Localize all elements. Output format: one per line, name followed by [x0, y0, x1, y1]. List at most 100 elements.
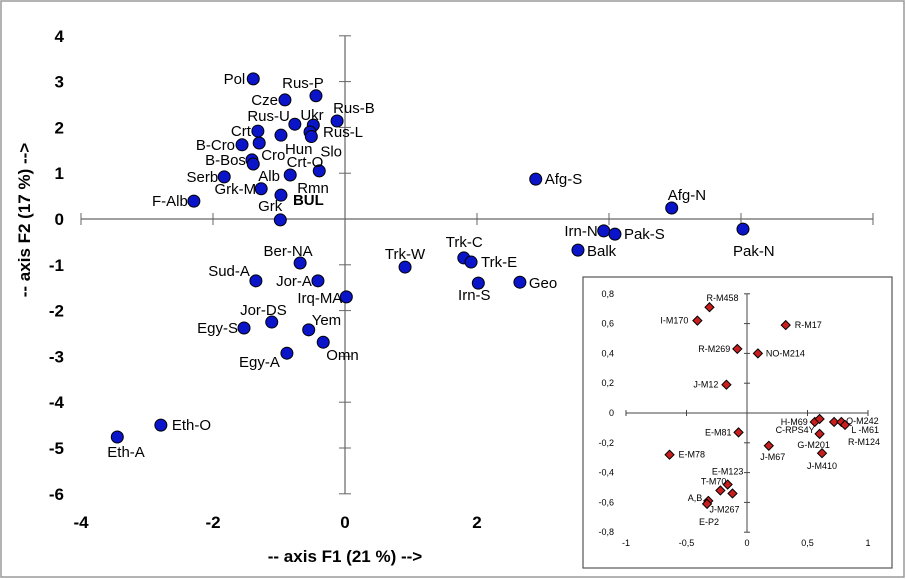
inset-data-point — [733, 427, 744, 438]
x-tick-label: 0 — [340, 513, 349, 532]
y-tick-label: 1 — [55, 164, 64, 183]
data-point — [288, 117, 302, 131]
point-label: Ber-NA — [264, 243, 313, 260]
inset-data-point — [814, 428, 825, 440]
x-axis-title: -- axis F1 (21 %) --> — [268, 547, 423, 566]
data-point — [252, 136, 266, 150]
data-point — [571, 243, 585, 257]
inset-y-tick-label: 0,4 — [601, 348, 614, 358]
data-point — [316, 335, 330, 349]
point-label: Pak-N — [733, 243, 775, 260]
point-label: Irn-S — [458, 287, 491, 304]
point-label: Hun — [285, 141, 313, 158]
y-tick-label: 2 — [55, 118, 64, 137]
inset-point-label: C-RPS4Y — [776, 425, 815, 435]
data-point — [187, 194, 201, 208]
data-point — [110, 430, 124, 444]
data-point — [246, 72, 260, 86]
data-point — [736, 222, 750, 236]
data-point — [283, 168, 297, 182]
inset-point-label: E-P2 — [699, 517, 719, 527]
inset-y-tick-label: 0 — [609, 408, 614, 418]
point-label: BUL — [293, 192, 324, 209]
inset-data-point — [721, 379, 732, 390]
main-plot: -4-2024643210-1-2-3-4-5-6PolRus-PCzeRus-… — [49, 27, 874, 532]
point-label: Trk-E — [481, 254, 517, 271]
point-label: Crt-O — [287, 154, 324, 171]
inset-point-label: J-M12 — [693, 380, 718, 390]
y-tick-label: -2 — [49, 302, 64, 321]
inset-data-point — [839, 419, 851, 431]
inset-y-tick-label: 0,6 — [601, 319, 614, 329]
inset-point-label: R-M458 — [706, 293, 738, 303]
inset-x-tick-label: 0,5 — [801, 538, 814, 548]
data-point — [274, 128, 288, 142]
point-label: Trk-W — [385, 246, 426, 263]
data-point — [309, 89, 323, 103]
y-tick-label: -6 — [49, 485, 64, 504]
inset-point-label: E-M78 — [679, 450, 706, 460]
point-label: F-Alb — [152, 193, 188, 210]
inset-point-label: NO-M214 — [766, 348, 805, 358]
data-point — [251, 124, 265, 138]
point-label: Afg-S — [545, 171, 583, 188]
point-label: Rus-L — [323, 124, 363, 141]
inset-point-label: R-M124 — [848, 437, 880, 447]
inset-point-label: A,B — [688, 493, 703, 503]
point-label: Geo — [529, 275, 557, 292]
point-label: Alb — [258, 168, 280, 185]
data-point — [217, 170, 231, 184]
inset-point-label: J-M267 — [709, 504, 739, 514]
point-label: Irq-MA — [297, 290, 342, 307]
data-point — [235, 138, 249, 152]
inset-point-label: Q-M242 — [846, 416, 879, 426]
point-label: Rus-P — [282, 75, 324, 92]
data-point — [339, 290, 353, 304]
inset-x-tick-label: 1 — [865, 538, 870, 548]
point-label: Pak-S — [624, 226, 665, 243]
inset-y-tick-label: -0,2 — [598, 438, 614, 448]
point-label: Irn-N — [564, 223, 597, 240]
data-point — [312, 164, 326, 178]
inset-x-tick-label: 0 — [744, 538, 749, 548]
data-point — [249, 274, 263, 288]
inset-data-point — [722, 479, 733, 490]
inset-data-point — [828, 416, 840, 428]
data-point — [597, 224, 611, 238]
data-point — [237, 321, 251, 335]
y-tick-label: -1 — [49, 256, 64, 275]
data-point — [665, 201, 679, 215]
x-tick-label: 2 — [472, 513, 481, 532]
point-label: Grk — [258, 198, 283, 215]
inset-y-tick-label: -0,4 — [598, 468, 614, 478]
inset-y-tick-label: -0,8 — [598, 527, 614, 537]
point-label: Trk-C — [446, 234, 483, 251]
inset-data-point — [704, 302, 715, 313]
point-label: Cze — [251, 92, 278, 109]
point-label: Rmn — [297, 180, 329, 197]
point-label: B-Bos — [205, 152, 246, 169]
inset-point-label: J-M410 — [807, 461, 837, 471]
data-point — [471, 276, 485, 290]
data-point — [280, 346, 294, 360]
y-tick-label: -5 — [49, 439, 64, 458]
data-point — [330, 114, 344, 128]
inset-data-point — [727, 488, 738, 499]
data-point — [529, 172, 543, 186]
point-label: Jor-A — [276, 273, 312, 290]
y-tick-label: -4 — [49, 393, 65, 412]
data-point — [265, 315, 279, 329]
data-point — [154, 418, 168, 432]
y-tick-label: 4 — [55, 27, 65, 46]
data-point — [304, 130, 318, 144]
data-point — [398, 260, 412, 274]
inset-data-point — [732, 343, 743, 355]
inset-data-point — [692, 315, 703, 326]
y-tick-label: 0 — [55, 210, 64, 229]
inset-plot: -1 -0,5 0 0,5 1 0,8 0,6 0,4 0,2 0 -0,2 -0,4 -0,6 -0,8… — [598, 289, 880, 548]
data-point — [293, 256, 307, 270]
inset-point-label: E-M123 — [712, 467, 744, 477]
data-point — [311, 274, 325, 288]
point-label: Egy-S — [197, 320, 238, 337]
